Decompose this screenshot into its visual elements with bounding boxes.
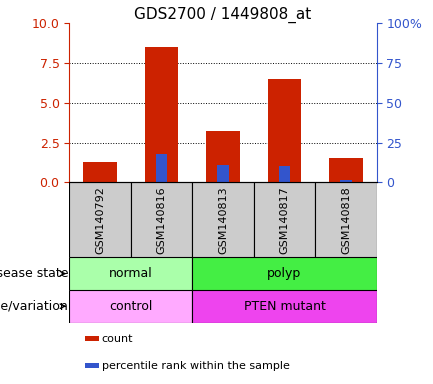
- Bar: [254, 182, 315, 257]
- Bar: [192, 290, 377, 323]
- Text: GSM140816: GSM140816: [156, 186, 167, 254]
- Text: percentile rank within the sample: percentile rank within the sample: [102, 361, 290, 371]
- Text: normal: normal: [109, 267, 153, 280]
- Bar: [85, 336, 100, 341]
- Title: GDS2700 / 1449808_at: GDS2700 / 1449808_at: [134, 7, 312, 23]
- Bar: [315, 182, 377, 257]
- Bar: [217, 165, 229, 182]
- Bar: [69, 182, 131, 257]
- Bar: [192, 182, 254, 257]
- Text: genotype/variation: genotype/variation: [0, 300, 68, 313]
- Text: count: count: [102, 334, 133, 344]
- Bar: [192, 257, 377, 290]
- Bar: [268, 79, 301, 182]
- Text: control: control: [109, 300, 152, 313]
- Bar: [206, 131, 240, 182]
- Text: GSM140792: GSM140792: [95, 186, 105, 254]
- Bar: [85, 363, 100, 368]
- Text: GSM140817: GSM140817: [279, 186, 290, 254]
- Text: polyp: polyp: [267, 267, 302, 280]
- Bar: [340, 180, 352, 182]
- Bar: [329, 159, 363, 182]
- Bar: [279, 167, 290, 182]
- Bar: [156, 154, 167, 182]
- Bar: [69, 257, 192, 290]
- Bar: [145, 47, 178, 182]
- Text: GSM140813: GSM140813: [218, 186, 228, 254]
- Bar: [83, 162, 117, 182]
- Bar: [131, 182, 192, 257]
- Text: disease state: disease state: [0, 267, 68, 280]
- Bar: [69, 290, 192, 323]
- Text: PTEN mutant: PTEN mutant: [243, 300, 326, 313]
- Text: GSM140818: GSM140818: [341, 186, 351, 254]
